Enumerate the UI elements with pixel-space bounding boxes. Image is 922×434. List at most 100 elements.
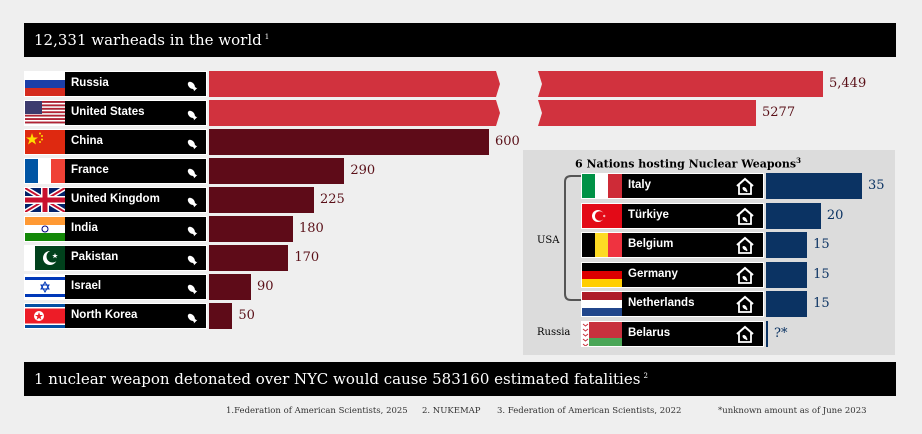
host-row-germany: Germany 15 <box>581 261 891 288</box>
data-label: 600 <box>495 134 520 149</box>
tick-label: Israel <box>71 280 102 292</box>
bar-row-russia: Russia 5,449 <box>24 71 904 97</box>
tick-label: North Korea <box>71 309 138 321</box>
flag-icon <box>582 203 622 228</box>
bar <box>209 158 345 184</box>
footnotes: 1.Federation of American Scientists, 202… <box>0 406 922 418</box>
bar <box>766 202 821 229</box>
data-label: 90 <box>257 279 274 294</box>
tick-label: France <box>71 164 109 176</box>
country-label: Pakistan <box>24 245 207 271</box>
country-label: China <box>24 129 207 155</box>
host-country-label: Italy <box>581 173 764 199</box>
flag-icon <box>582 262 622 287</box>
bomb-icon <box>184 222 198 237</box>
bar <box>209 274 251 300</box>
host-country-label: Türkiye <box>581 202 764 229</box>
hosting-panel: 6 Nations hosting Nuclear Weapons3 USA R… <box>523 150 895 355</box>
bar <box>209 187 314 213</box>
flag-icon <box>25 188 65 212</box>
host-country-label: Netherlands <box>581 291 764 317</box>
bar <box>209 216 293 242</box>
bar-unknown <box>766 320 768 347</box>
flag-icon <box>25 304 65 328</box>
tick-label: Netherlands <box>628 297 695 309</box>
bomb-icon <box>184 164 198 179</box>
bomb-icon <box>184 309 198 324</box>
tick-label: United States <box>71 106 145 118</box>
data-label: 35 <box>868 178 885 193</box>
usa-label: USA <box>537 235 560 246</box>
bar-row-pakistan: Pakistan 170 <box>24 245 904 271</box>
bar <box>766 232 808 258</box>
bar <box>766 291 808 317</box>
bar-row-france: France 290 <box>24 158 904 184</box>
house-bomb-icon <box>735 207 755 226</box>
data-label: 180 <box>299 221 324 236</box>
house-bomb-icon <box>735 266 755 285</box>
tick-label: Germany <box>628 267 678 280</box>
data-label: 20 <box>826 207 844 223</box>
bomb-icon <box>184 193 198 208</box>
tick-label: Türkiye <box>628 208 669 221</box>
country-label: United States <box>24 100 207 126</box>
country-label: North Korea <box>24 303 207 329</box>
fatalities-text: 1 nuclear weapon detonated over NYC woul… <box>34 370 648 388</box>
flag-icon <box>25 275 65 299</box>
host-row-belarus: Belarus ?* <box>581 320 891 347</box>
bar-row-israel: Israel 90 <box>24 274 904 300</box>
data-label: 5,449 <box>829 76 867 91</box>
host-country-label: Belgium <box>581 232 764 258</box>
data-label: 50 <box>238 308 255 323</box>
tick-label: Russia <box>71 77 109 89</box>
tick-label: United Kingdom <box>71 193 160 205</box>
tick-label: Pakistan <box>71 251 119 263</box>
house-bomb-icon <box>735 236 755 255</box>
flag-icon <box>25 246 65 270</box>
data-label: 170 <box>294 250 320 265</box>
bar <box>209 71 500 97</box>
tick-label: Italy <box>628 179 652 191</box>
bar-continued <box>538 100 756 126</box>
data-label: 15 <box>813 266 830 282</box>
data-label: 15 <box>813 296 830 311</box>
host-row-belgium: Belgium 15 <box>581 232 891 258</box>
bar <box>209 129 489 155</box>
data-label: 225 <box>320 192 345 207</box>
russia-label: Russia <box>537 327 571 338</box>
host-row-netherlands: Netherlands 15 <box>581 291 891 317</box>
data-label: 15 <box>813 237 830 252</box>
bomb-icon <box>184 135 198 150</box>
chart-title: 12,331 warheads in the world 1 <box>34 31 270 49</box>
data-label: ?* <box>774 325 788 341</box>
house-bomb-icon <box>735 325 755 344</box>
host-row-italy: Italy 35 <box>581 173 891 199</box>
flag-icon <box>25 130 65 154</box>
bar-row-north-korea: North Korea 50 <box>24 303 904 329</box>
tick-label: Belarus <box>628 326 671 339</box>
bomb-icon <box>184 280 198 295</box>
bar <box>209 100 500 126</box>
bomb-icon <box>184 251 198 266</box>
hosting-title: 6 Nations hosting Nuclear Weapons3 <box>575 156 801 171</box>
bar-row-united-kingdom: United Kingdom 225 <box>24 187 904 213</box>
host-country-label: Germany <box>581 261 764 288</box>
footnote-4: *unknown amount as of June 2023 <box>718 406 867 416</box>
tick-label: India <box>71 222 98 234</box>
flag-icon <box>25 101 65 125</box>
flag-icon <box>582 233 622 257</box>
bar-continued <box>538 71 823 97</box>
bar-row-india: India 180 <box>24 216 904 242</box>
title-banner: 12,331 warheads in the world 1 <box>24 23 896 57</box>
bar <box>766 173 862 199</box>
fatalities-banner: 1 nuclear weapon detonated over NYC woul… <box>24 362 896 396</box>
country-label: Israel <box>24 274 207 300</box>
footnote-2: 2. NUKEMAP <box>422 406 481 416</box>
host-row-türkiye: Türkiye 20 <box>581 202 891 229</box>
flag-icon <box>582 292 622 316</box>
country-label: United Kingdom <box>24 187 207 213</box>
footnote-1: 1.Federation of American Scientists, 202… <box>226 406 408 416</box>
bar <box>209 245 289 271</box>
tick-label: Belgium <box>628 238 674 250</box>
country-label: India <box>24 216 207 242</box>
